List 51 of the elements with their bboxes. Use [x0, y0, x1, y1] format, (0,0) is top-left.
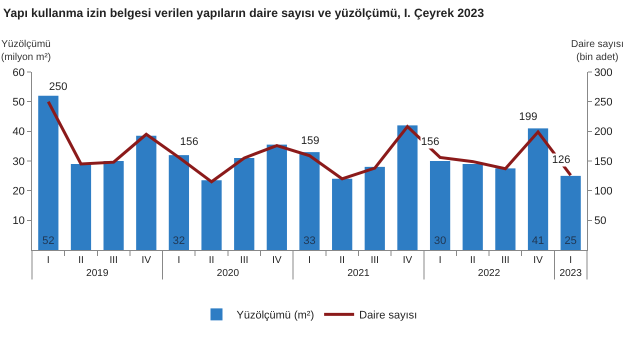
data-label: 30 — [434, 235, 446, 247]
legend-label: Yüzölçümü (m²) — [236, 310, 314, 322]
text: 2023 — [560, 268, 582, 279]
x-tick-label: II — [78, 255, 84, 266]
y-tick-label: 50 — [12, 96, 25, 109]
y2-tick-label: 150 — [594, 156, 613, 168]
y-axis-title: Yüzölçümü (milyon m²) — [1, 39, 51, 63]
legend-label: Daire sayısı — [359, 310, 418, 322]
data-label: 25 — [564, 235, 577, 247]
y-tick-label: 30 — [12, 156, 25, 168]
text: 2022 — [478, 268, 501, 279]
y2-axis-title: Daire sayısı (bin adet) — [571, 39, 624, 63]
data-label: 199 — [519, 111, 538, 123]
x-tick-label: II — [470, 255, 476, 266]
y2-tick-label: 300 — [594, 66, 613, 79]
data-label: 41 — [532, 235, 544, 247]
y2-tick-label: 50 — [594, 215, 606, 228]
x-tick-label: I — [569, 255, 572, 266]
data-label: 126 — [552, 154, 570, 166]
x-tick-label: I — [178, 255, 180, 266]
x-tick-label: I — [46, 255, 50, 266]
y2-tick-label: 250 — [594, 96, 613, 109]
x-tick-label: I — [438, 255, 442, 266]
y2-tick-label: 100 — [594, 186, 613, 198]
data-label: 250 — [49, 81, 68, 93]
y-tick-label: 10 — [12, 215, 25, 228]
data-label: 32 — [172, 235, 186, 247]
text: 2021 — [347, 268, 370, 279]
x-tick-label: IV — [142, 255, 152, 266]
data-label: 156 — [180, 136, 198, 148]
data-label: 52 — [42, 235, 54, 247]
data-label: 156 — [421, 136, 440, 148]
x-tick-label: I — [308, 255, 311, 266]
x-tick-label: IV — [533, 255, 544, 266]
x-tick-label: II — [339, 255, 345, 266]
x-tick-label: III — [109, 255, 118, 266]
data-label: 159 — [301, 135, 320, 147]
y-tick-label: 60 — [12, 66, 25, 79]
x-tick-label: IV — [272, 255, 282, 266]
x-tick-label: III — [370, 255, 379, 266]
text: 2019 — [86, 268, 109, 279]
chart-title: Yapı kullanma izin belgesi verilen yapıların daire sayısı ve yüzölçümü, I. Çeyrek 2023 — [3, 6, 484, 20]
x-tick-label: II — [208, 255, 214, 266]
y2-tick-label: 200 — [594, 126, 613, 138]
y-tick-label: 40 — [12, 126, 25, 138]
x-tick-label: III — [240, 255, 248, 266]
x-tick-label: IV — [402, 255, 412, 266]
data-label: 33 — [303, 235, 316, 247]
y-tick-label: 20 — [12, 186, 25, 198]
x-tick-label: III — [501, 255, 510, 266]
text: 2020 — [216, 268, 240, 279]
